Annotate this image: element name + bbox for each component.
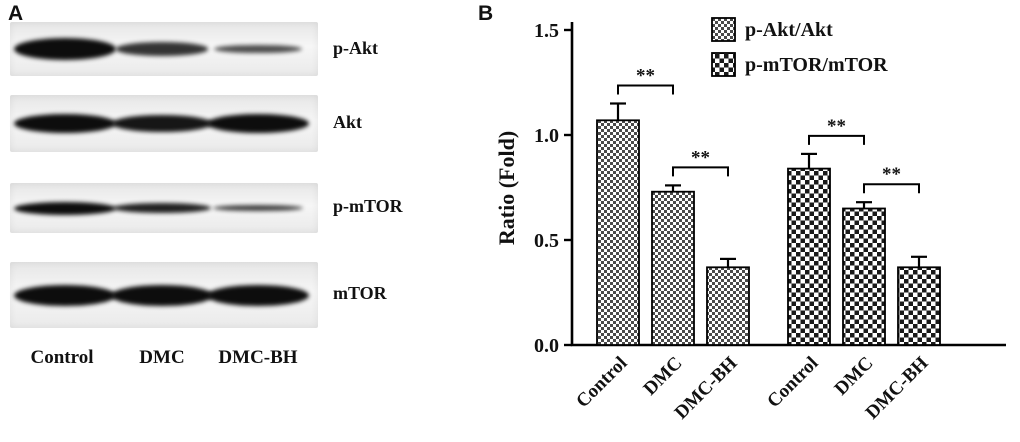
sig-bracket <box>808 134 865 145</box>
sig-label: ** <box>827 116 846 137</box>
bar <box>651 190 695 346</box>
bar <box>897 266 941 346</box>
legend-swatch <box>711 52 736 77</box>
x-tick-label: Control <box>763 353 822 412</box>
x-tick-label: Control <box>572 353 631 412</box>
blot-strip-mtor <box>10 262 318 328</box>
sig-label: ** <box>882 164 901 185</box>
blot-band <box>207 114 309 133</box>
panel-b-label: B <box>478 2 494 25</box>
blot-strip-p-mtor <box>10 183 318 233</box>
sig-label: ** <box>691 147 710 168</box>
blot-band <box>14 201 116 215</box>
blot-label-p-akt: p-Akt <box>333 38 379 58</box>
bar <box>706 266 750 346</box>
blot-label-p-mtor: p-mTOR <box>333 196 403 216</box>
blot-band <box>111 114 213 133</box>
blot-band <box>213 204 303 212</box>
bar <box>596 119 640 346</box>
blot-band <box>113 202 211 214</box>
sig-bracket <box>863 183 920 194</box>
y-axis-title: Ratio (Fold) <box>494 131 519 245</box>
blot-band <box>14 114 116 133</box>
legend-swatch <box>711 17 736 42</box>
blot-strip-p-akt <box>10 22 318 76</box>
blot-band <box>214 44 302 54</box>
blot-label-akt: Akt <box>333 112 363 132</box>
x-tick-label: DMC <box>831 353 878 400</box>
blot-strip-akt <box>10 95 318 152</box>
blot-band <box>115 42 209 56</box>
blot-band <box>14 38 116 60</box>
lane-label-control: Control <box>30 347 94 368</box>
sig-bracket <box>672 166 729 177</box>
blot-band <box>14 284 116 306</box>
sig-label: ** <box>636 66 655 87</box>
blot-band <box>207 284 309 306</box>
blot-band <box>111 284 213 306</box>
lane-label-dmc-bh: DMC-BH <box>218 347 298 368</box>
y-tick-label: 0.5 <box>534 230 559 252</box>
bar <box>842 207 886 346</box>
sig-bracket <box>617 84 674 95</box>
bar <box>787 167 831 346</box>
y-tick-label: 0.0 <box>534 335 559 357</box>
blot-label-mtor: mTOR <box>333 283 387 303</box>
y-tick-label: 1.5 <box>534 20 559 42</box>
x-tick-label: DMC <box>640 353 687 400</box>
legend-label: p-mTOR/mTOR <box>745 54 888 76</box>
panel-a-label: A <box>8 2 24 25</box>
y-tick-label: 1.0 <box>534 125 559 147</box>
legend-label: p-Akt/Akt <box>745 19 833 41</box>
lane-label-dmc: DMC <box>139 347 185 368</box>
